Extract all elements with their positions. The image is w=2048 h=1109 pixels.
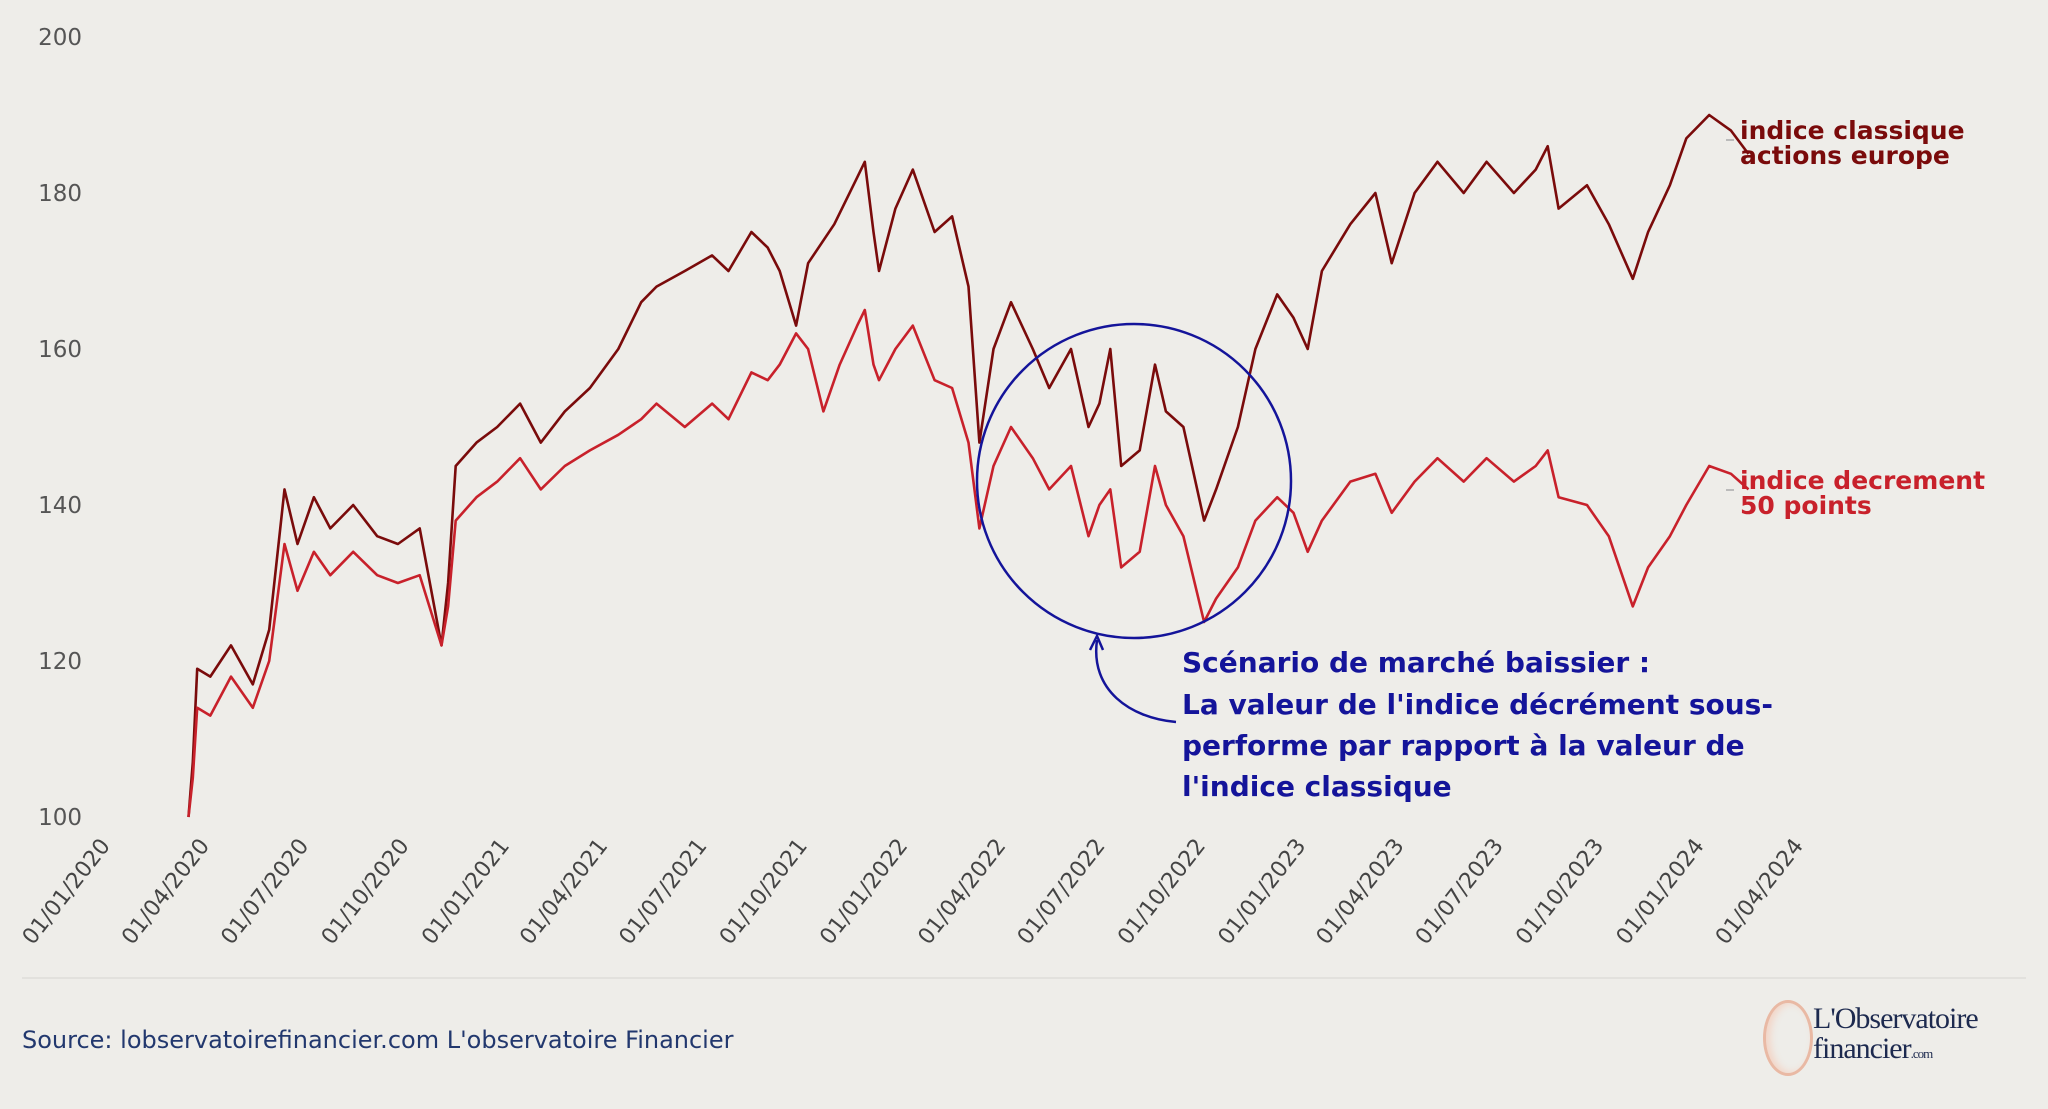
x-tick-label: 01/10/2022	[1113, 834, 1211, 949]
x-tick-label: 01/01/2022	[815, 834, 913, 949]
x-tick-label: 01/07/2021	[615, 834, 713, 949]
x-tick-label: 01/01/2021	[417, 834, 515, 949]
x-tick-label: 01/04/2024	[1711, 834, 1809, 949]
x-tick-label: 01/04/2021	[515, 834, 613, 949]
logo-word: financier	[1813, 1032, 1912, 1065]
logo-line-1: L'Observatoire	[1813, 1002, 1979, 1035]
x-tick-label: 01/01/2023	[1214, 834, 1312, 949]
annotation-line-3: performe par rapport à la valeur de	[1182, 729, 1745, 762]
x-tick-label: 01/07/2022	[1013, 834, 1111, 949]
annotation-line-4: l'indice classique	[1182, 770, 1452, 803]
label-classique-line2: actions europe	[1740, 141, 1950, 170]
y-axis: 100 120 140 160 180 200	[38, 25, 82, 831]
logo-ring-icon	[1763, 1000, 1813, 1076]
annotation-line-1: Scénario de marché baissier :	[1182, 646, 1650, 679]
label-classique-line1: indice classique	[1740, 116, 1965, 145]
series-line-1	[187, 308, 1750, 818]
annotation-arrow	[1094, 639, 1177, 724]
arrow-head-icon	[1088, 633, 1105, 651]
source-text: Source: lobservatoirefinancier.com L'obs…	[22, 1026, 734, 1054]
label-decrement-line2: 50 points	[1740, 491, 1872, 520]
series-lines	[187, 113, 1750, 818]
x-tick-label: 01/04/2023	[1312, 834, 1410, 949]
x-tick-label: 01/07/2023	[1411, 834, 1509, 949]
y-tick-label: 200	[38, 25, 82, 51]
logo-suffix: .com	[1910, 1046, 1934, 1061]
annotation-circle	[975, 322, 1293, 640]
footer-divider	[22, 977, 2026, 979]
x-tick-label: 01/04/2022	[914, 834, 1012, 949]
x-tick-label: 01/01/2024	[1612, 834, 1710, 949]
bear-market-annotation: Scénario de marché baissier : La valeur …	[975, 322, 1773, 803]
y-tick-label: 120	[38, 649, 82, 675]
series-labels: indice classique actions europe indice d…	[1726, 116, 1985, 520]
x-tick-label: 01/01/2020	[18, 834, 116, 949]
x-tick-label: 01/10/2023	[1511, 834, 1609, 949]
logo-line-2: financier.com	[1813, 1032, 1934, 1066]
x-tick-label: 01/07/2020	[216, 834, 314, 949]
x-tick-label: 01/10/2021	[715, 834, 813, 949]
y-tick-label: 160	[38, 337, 82, 363]
x-tick-label: 01/10/2020	[317, 834, 415, 949]
x-tick-label: 01/04/2020	[117, 834, 215, 949]
y-tick-label: 140	[38, 493, 82, 519]
annotation-line-2: La valeur de l'indice décrément sous-	[1182, 688, 1773, 721]
x-axis: 01/01/2020 01/04/2020 01/07/2020 01/10/2020…	[18, 834, 1809, 949]
y-tick-label: 180	[38, 181, 82, 207]
brand-logo: L'Observatoire financier.com	[1763, 998, 2013, 1076]
label-decrement-line1: indice decrement	[1740, 466, 1985, 495]
y-tick-label: 100	[38, 805, 82, 831]
